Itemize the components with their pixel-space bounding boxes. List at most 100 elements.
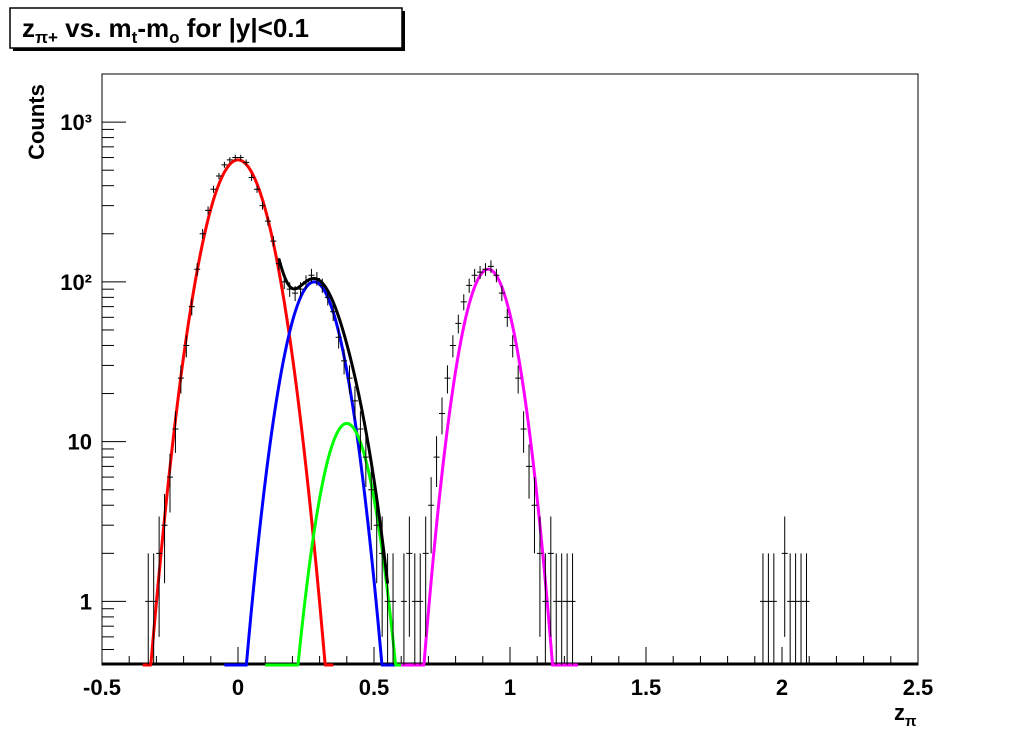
data-point: [379, 516, 386, 637]
chart-title: zπ+ vs. mt-mo for |y|<0.1: [22, 13, 309, 47]
data-point: [188, 298, 195, 316]
data-point: [536, 516, 543, 637]
text-part: z: [894, 700, 905, 725]
data-point: [281, 275, 288, 290]
data-point: [444, 365, 451, 394]
data-point: [205, 206, 212, 215]
data-point: [411, 553, 418, 665]
data-point: [248, 174, 255, 181]
data-point: [787, 553, 794, 665]
fit-curve: [401, 267, 578, 667]
data-point: [308, 268, 315, 283]
subscript: t: [132, 28, 138, 47]
data-point: [770, 553, 777, 665]
data-point: [254, 185, 261, 193]
data-point: [145, 553, 152, 665]
data-point: [373, 494, 380, 584]
x-tick-label: 1.5: [631, 675, 662, 700]
data-point: [313, 272, 320, 286]
data-point: [368, 464, 375, 530]
data-point: [172, 411, 179, 453]
data-point: [183, 335, 190, 358]
y-axis-label: Counts: [24, 84, 49, 160]
data-point: [390, 553, 397, 665]
data-point: [417, 553, 424, 665]
data-point: [428, 477, 435, 554]
data-point: [237, 154, 244, 161]
data-point: [215, 172, 222, 180]
data-point: [449, 335, 456, 358]
y-tick-label: 10³: [60, 110, 92, 135]
data-point: [482, 263, 489, 276]
data-point: [297, 282, 304, 297]
fit-curve: [224, 280, 402, 667]
data-point: [564, 553, 571, 665]
y-tick-label: 10²: [60, 270, 92, 295]
text-part: for |y|<0.1: [180, 13, 309, 43]
data-point: [324, 290, 331, 306]
data-point: [286, 282, 293, 297]
x-tick-label: 0.5: [359, 675, 390, 700]
data-point: [362, 436, 369, 488]
title-box: [9, 7, 403, 49]
x-axis-label: zπ: [894, 700, 917, 730]
data-point: [303, 275, 309, 290]
data-point: [232, 154, 239, 161]
data-point: [553, 553, 560, 665]
data-point: [471, 268, 478, 283]
data-point: [161, 494, 168, 584]
y-tick-label: 1: [80, 589, 92, 614]
data-point: [406, 516, 413, 637]
data-point: [509, 335, 516, 358]
data-point: [330, 303, 337, 321]
data-point: [526, 444, 533, 499]
x-tick-label: 1: [504, 675, 516, 700]
subscript: o: [169, 28, 179, 47]
data-point: [346, 365, 353, 394]
data-point: [226, 157, 233, 163]
data-point: [400, 553, 407, 665]
data-point: [341, 349, 348, 375]
x-tick-label: 0: [232, 675, 244, 700]
x-tick-label: 2: [776, 675, 788, 700]
data-point: [433, 436, 440, 488]
data-point: [167, 453, 173, 513]
data-point: [498, 286, 505, 302]
text-part: z: [22, 13, 35, 43]
data-point: [335, 327, 342, 349]
data-point: [515, 365, 522, 394]
data-point: [781, 516, 788, 637]
data-point: [156, 516, 163, 637]
data-point: [243, 159, 250, 166]
data-point: [264, 216, 271, 226]
data-point: [798, 553, 805, 665]
subscript: π+: [35, 28, 58, 47]
subscript: π: [905, 713, 917, 730]
data-point: [765, 553, 772, 665]
data-point: [455, 314, 462, 334]
fit-curve: [265, 421, 415, 667]
data-point: [504, 308, 511, 327]
fit-curve: [142, 158, 334, 667]
data-point: [357, 411, 364, 453]
fit-curve: [277, 258, 390, 584]
y-tick-label: 10: [68, 430, 92, 455]
data-point: [460, 294, 467, 311]
data-point: [194, 263, 201, 276]
data-point: [558, 553, 565, 665]
data-point: [384, 553, 391, 665]
data-point: [422, 516, 429, 637]
data-point: [270, 236, 277, 247]
data-point: [520, 411, 527, 453]
data-point: [177, 365, 184, 394]
x-tick-label: -0.5: [83, 675, 121, 700]
data-point: [439, 397, 445, 435]
data-point: [221, 161, 228, 168]
data-point: [477, 266, 484, 279]
data-point: [199, 229, 206, 239]
data-point: [292, 286, 299, 302]
data-point: [466, 278, 473, 293]
data-point: [259, 201, 266, 210]
data-point: [547, 516, 554, 637]
